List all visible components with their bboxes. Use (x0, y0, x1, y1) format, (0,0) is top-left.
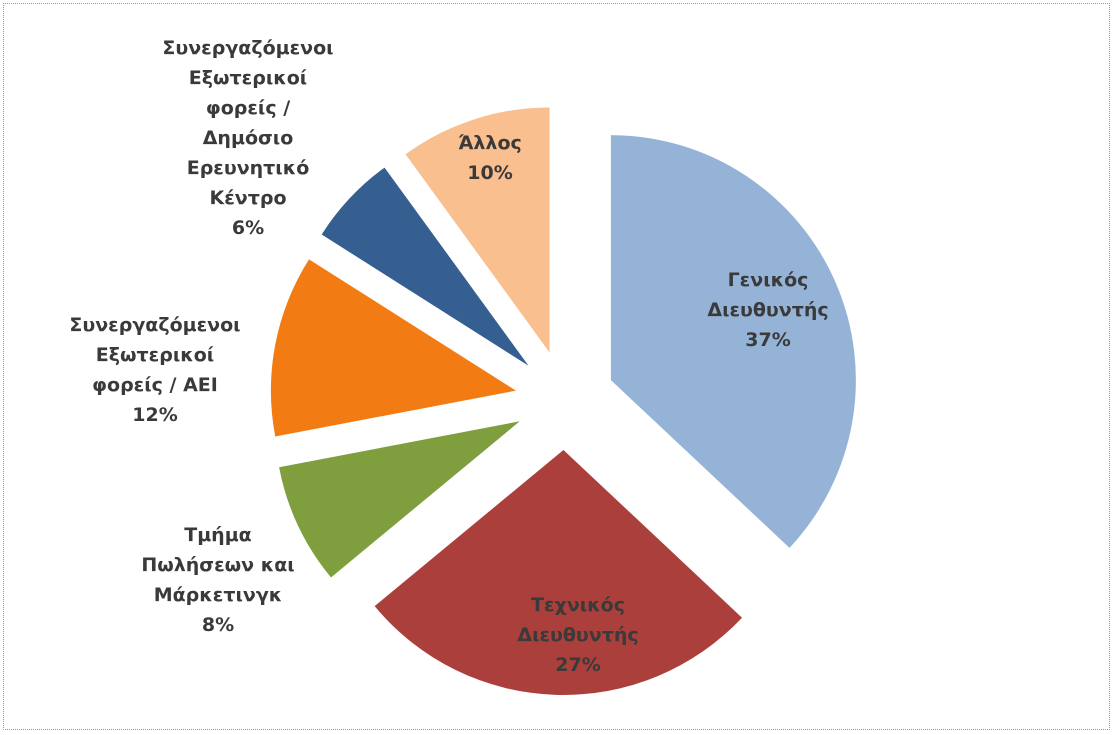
slice-label: Γενικός Διευθυντής 37% (707, 265, 828, 355)
pie-slice (270, 259, 516, 437)
pie-slice (374, 449, 743, 695)
value-label: 12% (132, 404, 178, 426)
slice-label: Τεχνικός Διευθυντής 27% (517, 590, 638, 680)
category-label: Άλλος (458, 132, 522, 154)
slice-label: Συνεργαζόμενοι Εξωτερικοί φορείς / Δημόσιο Ε… (162, 33, 333, 243)
value-label: 37% (745, 329, 791, 351)
slice-label: Τμήμα Πωλήσεων και Μάρκετινγκ 8% (141, 520, 294, 640)
slice-label: Συνεργαζόμενοι Εξωτερικοί φορείς / ΑΕΙ 12% (69, 310, 240, 430)
category-label: Συνεργαζόμενοι Εξωτερικοί φορείς / ΑΕΙ (69, 314, 241, 396)
category-label: Τεχνικός Διευθυντής (517, 594, 639, 646)
pie-slice (405, 107, 550, 353)
value-label: 10% (467, 162, 513, 184)
value-label: 8% (201, 614, 235, 636)
value-label: 27% (555, 654, 601, 676)
pie-slice (610, 135, 856, 548)
slice-label: Άλλος 10% (458, 128, 522, 188)
pie-slice (279, 421, 520, 578)
pie-slice (321, 167, 529, 366)
category-label: Τμήμα Πωλήσεων και Μάρκετινγκ (141, 524, 295, 606)
value-label: 6% (231, 217, 265, 239)
category-label: Γενικός Διευθυντής (707, 269, 829, 321)
category-label: Συνεργαζόμενοι Εξωτερικοί φορείς / Δημόσιο Ε… (162, 37, 334, 209)
chart-frame (3, 3, 1110, 730)
